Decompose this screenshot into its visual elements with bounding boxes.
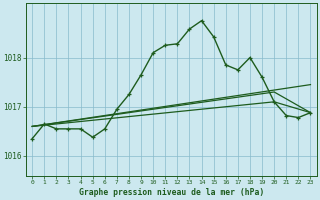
X-axis label: Graphe pression niveau de la mer (hPa): Graphe pression niveau de la mer (hPa) [79, 188, 264, 197]
